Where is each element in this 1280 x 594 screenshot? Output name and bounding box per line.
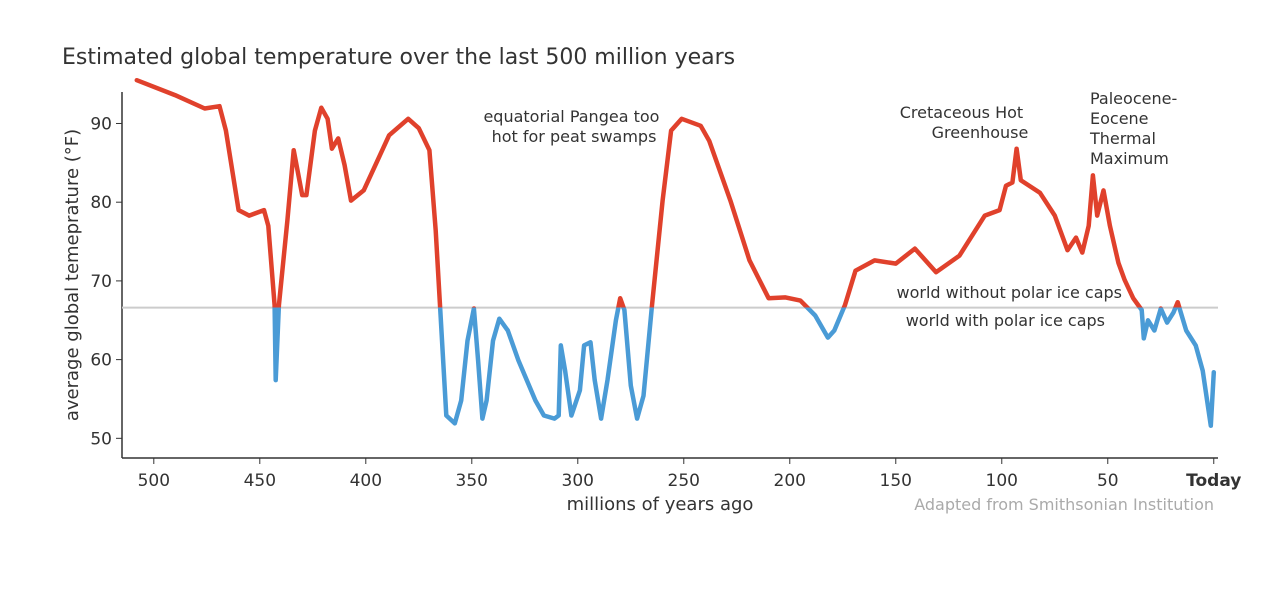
annotation: equatorial Pangea too hot for peat swamp… xyxy=(483,107,664,146)
y-tick-label: 90 xyxy=(90,114,112,134)
annotation: Cretaceous Hot Greenhouse xyxy=(900,103,1029,142)
x-axis-label: millions of years ago xyxy=(567,494,754,515)
y-tick-label: 60 xyxy=(90,351,112,371)
x-tick-label: 50 xyxy=(1097,471,1119,491)
chart-title: Estimated global temperature over the la… xyxy=(62,45,735,70)
x-tick-label: 300 xyxy=(562,471,594,491)
annotation-line: Paleocene- xyxy=(1090,89,1177,108)
annotation-line: Greenhouse xyxy=(932,123,1029,142)
annotation-line: equatorial Pangea too xyxy=(483,107,659,126)
x-tick-label: 450 xyxy=(244,471,276,491)
x-tick-label: 100 xyxy=(986,471,1018,491)
annotation-line: Cretaceous Hot xyxy=(900,103,1023,122)
x-tick-label: 150 xyxy=(880,471,912,491)
annotation-line: hot for peat swamps xyxy=(492,127,657,146)
x-tick-label: 400 xyxy=(350,471,382,491)
annotation-line: Maximum xyxy=(1090,149,1169,168)
y-tick-label: 70 xyxy=(90,272,112,292)
x-tick-label: Today xyxy=(1186,471,1241,491)
annotation: Paleocene- Eocene Thermal Maximum xyxy=(1089,89,1182,168)
x-tick-label: 500 xyxy=(138,471,170,491)
y-axis-label: average global temeprature (°F) xyxy=(62,129,83,421)
source: Adapted from Smithsonian Institution xyxy=(914,495,1214,514)
y-tick-label: 80 xyxy=(90,193,112,213)
temperature-line xyxy=(134,77,1217,428)
x-tick-label: 250 xyxy=(668,471,700,491)
annotation-line: Thermal xyxy=(1089,129,1156,148)
annotation-line: Eocene xyxy=(1090,109,1149,128)
threshold-label: world without polar ice caps xyxy=(897,283,1123,302)
y-tick-label: 50 xyxy=(90,429,112,449)
threshold-label: world with polar ice caps xyxy=(906,311,1105,330)
x-tick-label: 350 xyxy=(456,471,488,491)
x-tick-label: 200 xyxy=(774,471,806,491)
